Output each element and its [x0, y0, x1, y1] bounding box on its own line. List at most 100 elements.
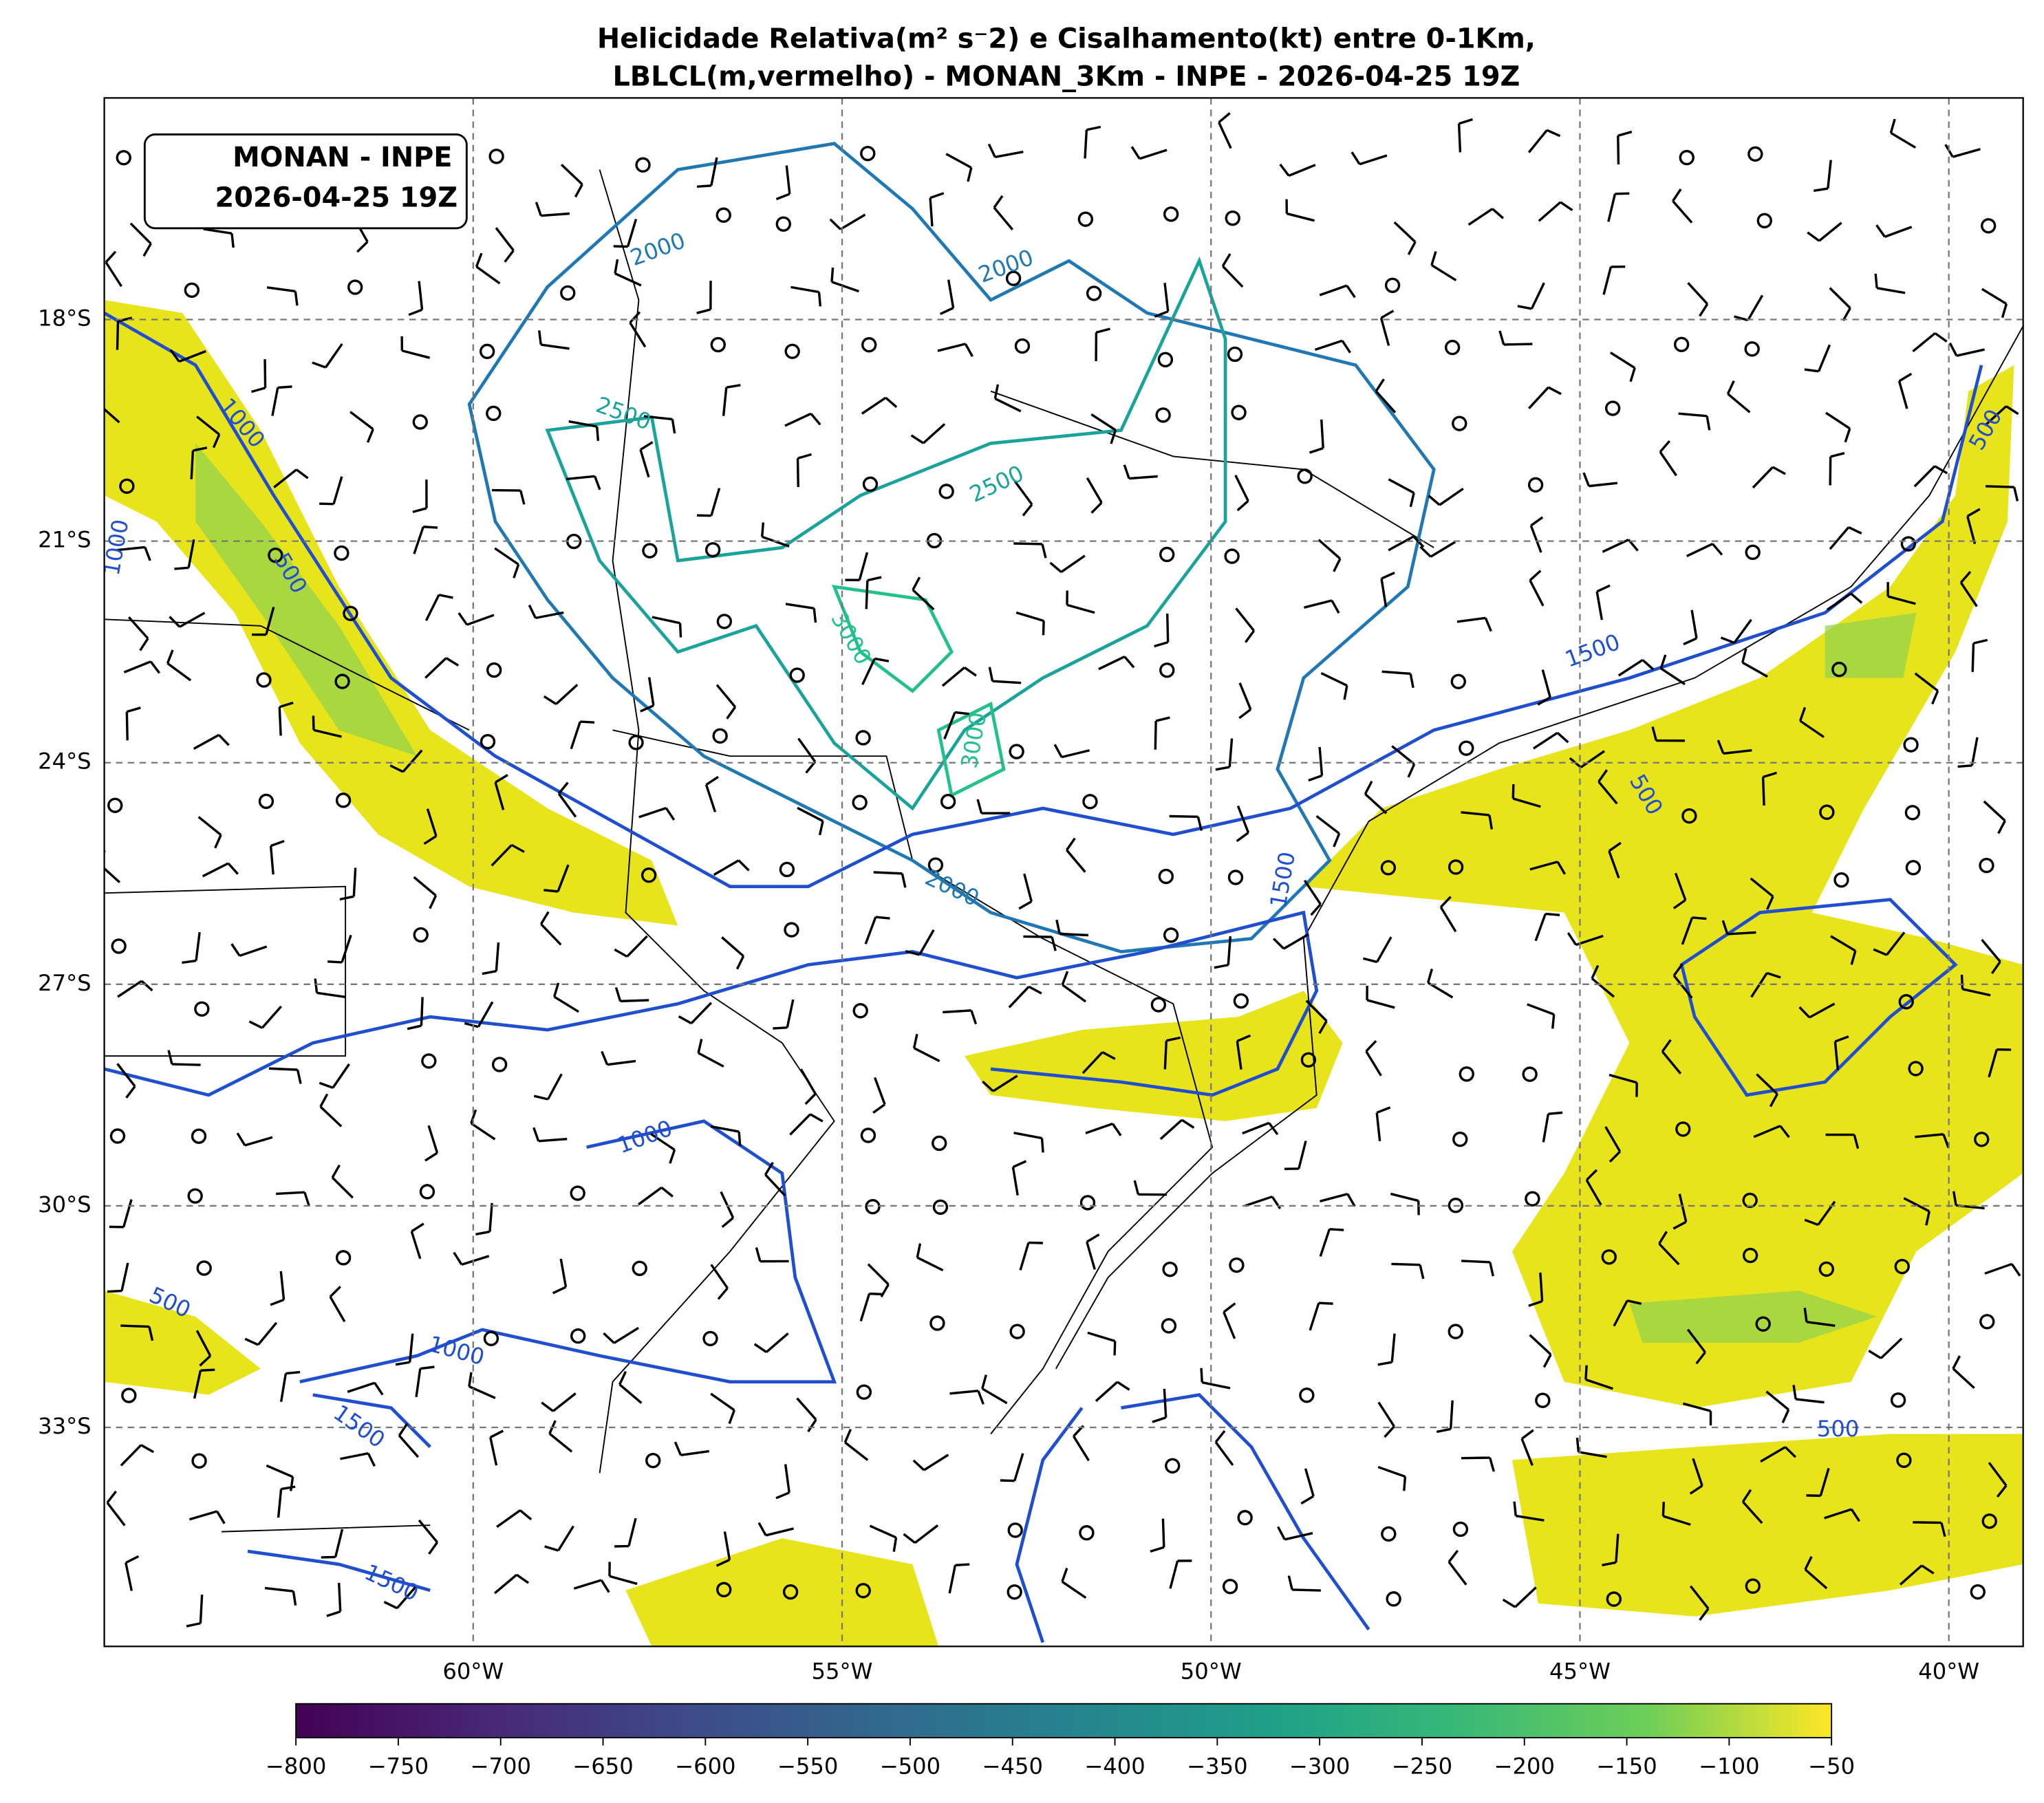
- barb-flag: [1948, 342, 1958, 356]
- colorbar-tick-label: −350: [1187, 1753, 1247, 1780]
- barb-staff: [279, 1271, 286, 1300]
- barb-staff: [1672, 200, 1693, 224]
- calm-marker: [1833, 872, 1849, 888]
- calm-marker: [191, 1453, 207, 1469]
- calm-marker: [1450, 673, 1466, 689]
- barb-staff: [1887, 595, 1916, 605]
- barb-flag: [424, 1152, 438, 1162]
- barb-flag: [544, 889, 559, 893]
- barb-flag: [1111, 1123, 1122, 1136]
- barb-flag: [1095, 327, 1110, 334]
- barb-flag: [1407, 241, 1417, 255]
- calm-marker: [1162, 1262, 1178, 1277]
- barb-staff: [1825, 411, 1851, 430]
- barb-staff: [1827, 160, 1832, 189]
- barb-flag: [869, 1292, 884, 1296]
- barb-flag: [544, 1545, 559, 1552]
- barb-flag: [753, 1343, 767, 1353]
- barb-staff: [1318, 746, 1324, 776]
- calm-marker: [1448, 1198, 1464, 1213]
- barb-staff: [1315, 814, 1340, 835]
- barb-staff: [1449, 1400, 1454, 1429]
- barb-flag: [817, 292, 822, 307]
- barb-staff: [784, 412, 812, 427]
- barb-staff: [341, 934, 352, 963]
- barb-staff: [540, 923, 562, 946]
- barb-flag: [696, 308, 711, 314]
- barb-flag: [804, 1092, 817, 1105]
- calm-marker: [413, 927, 429, 943]
- barb-staff: [426, 808, 438, 837]
- colorbar-tick-label: −600: [675, 1753, 735, 1780]
- calm-marker: [1755, 1316, 1771, 1332]
- barb-flag: [1049, 561, 1062, 573]
- calm-marker: [419, 1184, 435, 1200]
- barb-staff: [120, 1324, 149, 1328]
- barb-staff: [865, 580, 869, 609]
- barb-flag: [1428, 495, 1441, 506]
- barb-flag: [319, 1093, 329, 1108]
- barb-flag: [875, 916, 890, 920]
- calm-marker: [716, 207, 731, 223]
- barb-flag: [1602, 1561, 1617, 1566]
- barb-staff: [647, 677, 655, 706]
- barb-flag: [1721, 920, 1729, 935]
- calm-marker: [121, 1388, 137, 1403]
- barb-flag: [1672, 1220, 1687, 1230]
- calm-marker: [1233, 993, 1249, 1009]
- barb-flag: [728, 1410, 735, 1425]
- barb-staff: [106, 1502, 126, 1526]
- barb-staff: [613, 1326, 639, 1344]
- barb-staff: [1686, 1328, 1706, 1353]
- barb-flag: [1957, 764, 1972, 768]
- barb-staff: [196, 415, 220, 435]
- barb-flag: [1934, 465, 1948, 475]
- barb-flag: [797, 453, 813, 460]
- calm-marker: [1606, 1591, 1622, 1607]
- calm-marker: [1225, 210, 1240, 226]
- barb-flag: [270, 839, 285, 847]
- barb-staff: [1320, 1192, 1348, 1202]
- barb-staff: [710, 488, 721, 517]
- barb-flag: [367, 1452, 376, 1467]
- barb-staff: [1765, 1390, 1789, 1411]
- colorbar-tick-label: −700: [470, 1753, 530, 1780]
- barb-staff: [913, 1047, 940, 1063]
- barb-staff: [1019, 1242, 1030, 1271]
- barb-staff: [1381, 670, 1411, 676]
- barb-flag: [1346, 285, 1356, 299]
- barb-flag: [1925, 1211, 1930, 1226]
- barb-flag: [1734, 315, 1749, 322]
- barb-staff: [1087, 1331, 1116, 1343]
- barb-flag: [1215, 766, 1230, 771]
- barb-staff: [1913, 1521, 1941, 1524]
- barb-flag: [552, 1286, 567, 1295]
- barb-staff: [1245, 1195, 1273, 1207]
- barb-flag: [118, 316, 133, 323]
- barb-flag: [186, 1622, 201, 1628]
- barb-staff: [1527, 1003, 1555, 1016]
- barb-staff: [402, 749, 423, 773]
- barb-flag: [982, 1080, 994, 1092]
- barb-staff: [559, 1258, 568, 1288]
- barb-flag: [1875, 224, 1886, 238]
- calm-marker: [184, 282, 200, 298]
- barb-staff: [993, 206, 1014, 230]
- barb-staff: [1061, 1580, 1087, 1599]
- barb-flag: [603, 1332, 615, 1344]
- barb-staff: [1530, 282, 1545, 310]
- barb-flag: [1720, 636, 1735, 645]
- calm-marker: [1157, 352, 1174, 368]
- barb-flag: [296, 1069, 302, 1084]
- barb-flag: [292, 1590, 297, 1606]
- barb-flag: [1934, 332, 1948, 343]
- barb-flag: [594, 475, 601, 490]
- barb-staff: [244, 1136, 273, 1147]
- barb-staff: [1427, 982, 1454, 999]
- barb-staff: [257, 1321, 278, 1346]
- barb-staff: [418, 281, 424, 310]
- barb-flag: [1329, 1228, 1344, 1231]
- barb-staff: [1661, 1050, 1682, 1075]
- barb-flag: [807, 1418, 817, 1433]
- barb-flag: [1717, 739, 1725, 754]
